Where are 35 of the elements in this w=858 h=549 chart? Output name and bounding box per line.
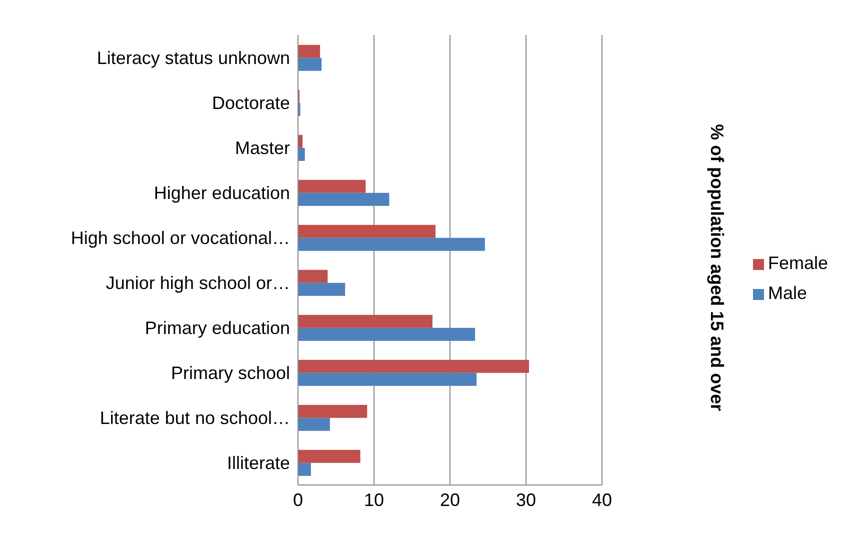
bar — [298, 224, 436, 238]
legend-label: Male — [768, 283, 807, 303]
y-tick-label: Literate but no school… — [100, 408, 290, 428]
bar — [298, 462, 311, 476]
bar — [298, 372, 477, 386]
x-tick-label: 20 — [440, 490, 460, 510]
x-tick-label: 10 — [364, 490, 384, 510]
bar — [298, 238, 485, 251]
bar — [298, 360, 530, 373]
y-tick-label: Primary education — [144, 318, 290, 338]
y-tick-label: Master — [234, 138, 290, 158]
bar — [298, 180, 366, 193]
y-tick-label: Higher education — [154, 182, 290, 203]
y-tick-label: Primary school — [170, 362, 290, 383]
text: % of population aged 15 and over — [706, 123, 727, 414]
bar — [298, 192, 390, 206]
y-tick-label: Illiterate — [226, 452, 290, 473]
bar — [298, 450, 360, 463]
bar — [298, 328, 476, 341]
bar — [298, 418, 330, 431]
bar — [298, 148, 305, 161]
y-tick-label: Junior high school or… — [106, 272, 290, 293]
y-tick-label: Doctorate — [212, 92, 290, 113]
y-tick-label: High school or vocational… — [70, 228, 290, 248]
legend-label: Female — [768, 253, 828, 273]
bar — [298, 404, 368, 418]
bar — [298, 314, 433, 328]
x-tick-label: 0 — [292, 490, 304, 510]
bar — [298, 282, 346, 296]
y-tick-label: Literacy status unknown — [96, 48, 290, 68]
x-tick-label: 30 — [516, 490, 536, 510]
bar — [298, 44, 320, 58]
bar — [298, 270, 328, 283]
x-tick-label: 40 — [592, 490, 612, 510]
bar — [298, 58, 322, 71]
